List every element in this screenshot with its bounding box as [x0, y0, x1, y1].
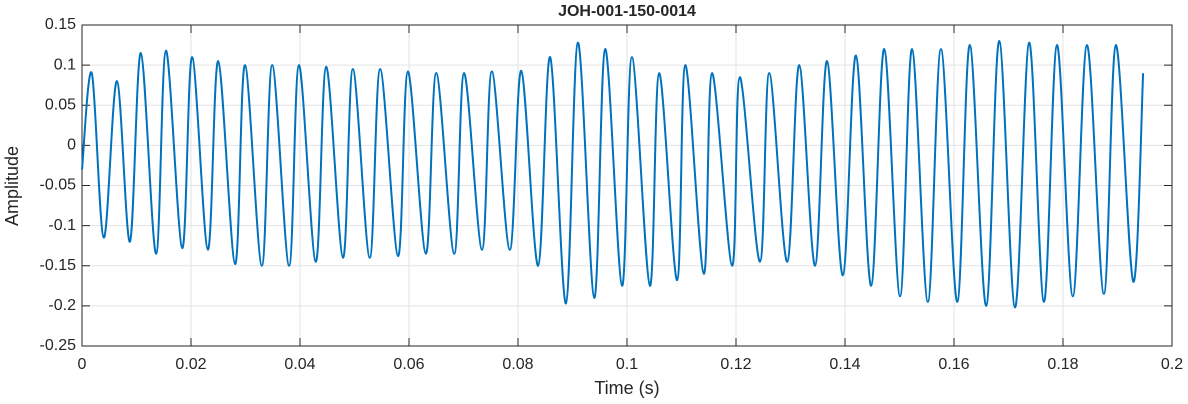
y-tick-label: 0 — [67, 137, 76, 154]
y-tick-label: -0.05 — [40, 177, 77, 194]
y-tick-label: -0.1 — [48, 217, 76, 234]
y-tick-label: -0.25 — [40, 337, 77, 354]
x-axis-label: Time (s) — [594, 378, 659, 398]
y-tick-label: -0.15 — [40, 257, 77, 274]
y-tick-label: 0.05 — [45, 96, 76, 113]
plot-frame — [81, 24, 1173, 347]
y-tick-label: 0.1 — [54, 56, 76, 73]
x-tick-label: 0.2 — [1161, 356, 1183, 373]
data-line — [81, 40, 1145, 309]
x-tick-label: 0.16 — [938, 356, 969, 373]
x-tick-label: 0 — [78, 356, 87, 373]
x-tick-label: 0.06 — [393, 356, 424, 373]
x-tick-label: 0.12 — [720, 356, 751, 373]
y-tick-label: 0.15 — [45, 16, 76, 33]
y-tick-label: -0.2 — [48, 297, 76, 314]
x-tick-label: 0.08 — [502, 356, 533, 373]
x-tick-label: 0.02 — [175, 356, 206, 373]
chart-title: JOH-001-150-0014 — [558, 3, 696, 20]
x-tick-label: 0.14 — [829, 356, 860, 373]
x-tick-label: 0.18 — [1047, 356, 1078, 373]
y-axis-label: Amplitude — [2, 146, 22, 226]
x-tick-label: 0.1 — [616, 356, 638, 373]
x-tick-label: 0.04 — [284, 356, 315, 373]
